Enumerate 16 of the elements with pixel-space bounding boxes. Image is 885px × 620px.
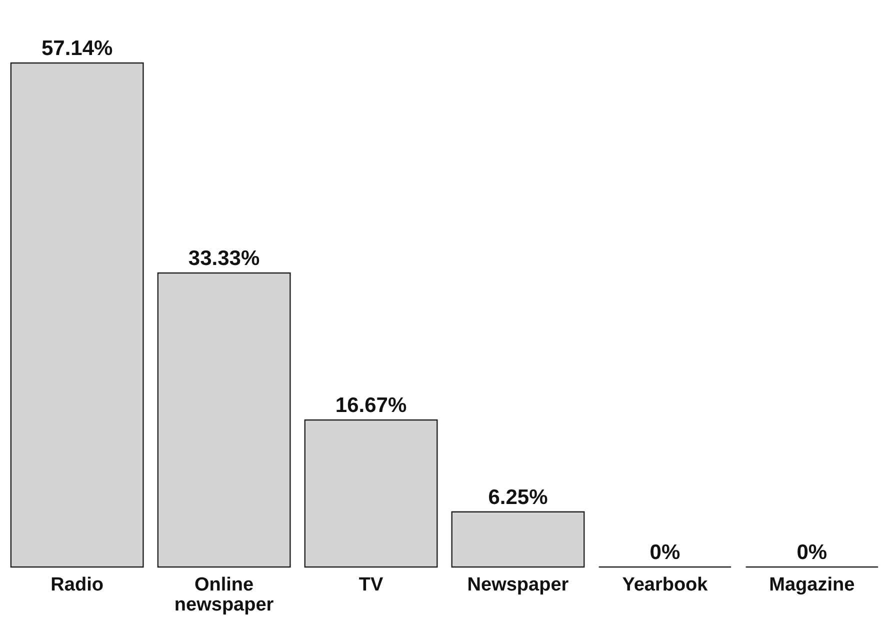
data-label: 57.14% (41, 37, 114, 60)
bar (10, 62, 144, 568)
data-label: 6.25% (488, 486, 548, 509)
bar (304, 419, 438, 568)
bar (157, 272, 291, 568)
x-tick-label: TV (358, 574, 384, 596)
x-tick-label: Radio (50, 574, 104, 596)
data-label: 0% (650, 541, 680, 564)
data-label: 0% (796, 541, 828, 564)
x-tick-label: Yearbook (622, 574, 708, 596)
bar (451, 511, 585, 568)
data-label: 16.67% (335, 394, 407, 417)
x-tick-label: Newspaper (467, 574, 570, 596)
data-label: 33.33% (188, 247, 260, 270)
x-tick-label: Online newspaper (174, 574, 274, 616)
x-tick-label: Magazine (769, 574, 855, 596)
